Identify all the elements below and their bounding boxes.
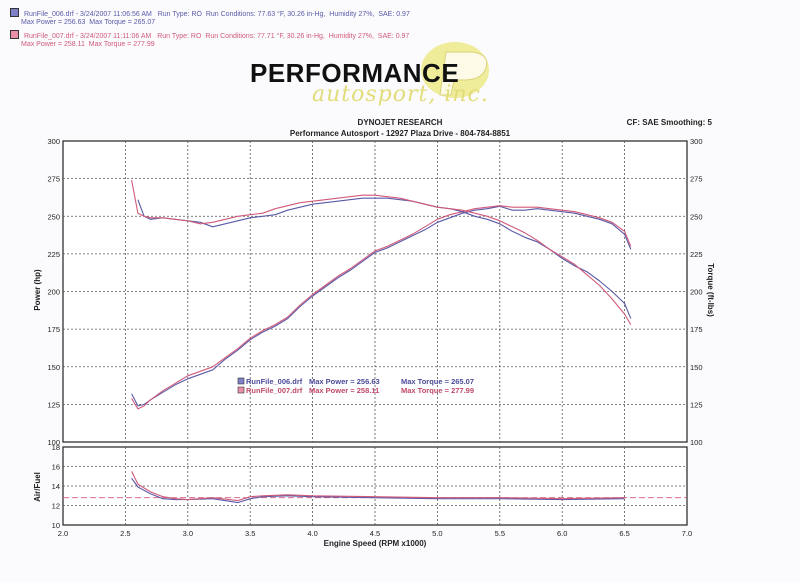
- x-tick-label: 3.5: [245, 529, 255, 538]
- torque-axis-label: Torque (ft-lbs): [706, 263, 715, 317]
- torque-tick-label: 150: [690, 363, 703, 372]
- x-tick-label: 6.0: [557, 529, 567, 538]
- series-torque-runfile-007-drf: [131, 179, 632, 325]
- x-tick-label: 3.0: [183, 529, 193, 538]
- power-tick-label: 200: [47, 288, 60, 297]
- run-1-humidity: Humidity 27%,: [329, 11, 375, 18]
- legend-swatch-run-007: [237, 386, 245, 394]
- x-tick-label: 5.5: [495, 529, 505, 538]
- power-axis-label: Power (hp): [33, 269, 42, 311]
- legend-swatch-run-006: [237, 377, 245, 385]
- run-2-swatch: [10, 30, 19, 39]
- power-tick-label: 275: [47, 175, 60, 184]
- legend-power-run-006: Max Power = 256.63: [309, 377, 380, 386]
- performance-autosport-logo: PERFORMANCE autosport, inc.: [250, 40, 510, 110]
- x-tick-label: 4.5: [370, 529, 380, 538]
- run-2-humidity: Humidity 27%,: [328, 33, 374, 40]
- air-fuel-tick-label: 12: [52, 502, 60, 511]
- main-plot-grid: [62, 140, 688, 443]
- air-fuel-tick-label: 16: [52, 463, 60, 472]
- run-1-max-torque: Max Torque = 265.07: [89, 19, 156, 26]
- torque-tick-label: 300: [690, 137, 703, 146]
- logo-tagline: autosport, inc.: [312, 82, 489, 107]
- power-tick-label: 100: [47, 438, 60, 447]
- power-tick-label: 125: [47, 400, 60, 409]
- run-2-date: 3/24/2007 11:11:06 AM: [80, 33, 152, 40]
- x-tick-label: 2.5: [120, 529, 130, 538]
- run-2-sae: SAE: 0.97: [377, 33, 410, 40]
- run-2-file: RunFile_007.drf: [23, 33, 74, 40]
- air-fuel-series-runfile-006-drf: [131, 477, 625, 504]
- run-1-swatch: [10, 8, 19, 17]
- x-axis-ticks: 2.0 2.5 3.0 3.5 4.0 4.5 5.0 5.5 6.0 6.5 7.0: [58, 529, 692, 538]
- run-2-conditions: Run Conditions: 77.71 °F, 30.26 in-Hg,: [205, 33, 325, 40]
- run-1-type: Run Type: RO: [157, 11, 202, 18]
- chart-legend: RunFile_006.drf Max Power = 256.63 Max T…: [237, 377, 474, 395]
- run-1-max-power: Max Power = 256.63: [21, 19, 86, 26]
- legend-torque-run-006: Max Torque = 265.07: [401, 377, 474, 386]
- torque-tick-label: 200: [690, 288, 703, 297]
- air-fuel-series-runfile-007-drf: [131, 471, 625, 502]
- run-header-1: RunFile_006.drf - 3/24/2007 11:06:56 AM …: [10, 8, 410, 27]
- legend-file-run-006: RunFile_006.drf: [246, 377, 303, 386]
- air-fuel-grid: [62, 446, 688, 526]
- torque-tick-label: 125: [690, 400, 703, 409]
- power-tick-label: 300: [47, 137, 60, 146]
- air-fuel-tick-label: 14: [52, 482, 60, 491]
- torque-tick-label: 175: [690, 325, 703, 334]
- legend-power-run-007: Max Power = 258.11: [309, 386, 379, 395]
- main-plot-lines: [131, 179, 632, 410]
- torque-tick-label: 225: [690, 250, 703, 259]
- torque-tick-label: 100: [690, 438, 703, 447]
- power-tick-label: 175: [47, 325, 60, 334]
- air-fuel-ticks: 10 12 14 16 18: [52, 443, 60, 530]
- run-2-type: Run Type: RO: [157, 33, 202, 40]
- shop-address: Performance Autosport - 12927 Plaza Driv…: [289, 129, 511, 138]
- power-tick-label: 150: [47, 363, 60, 372]
- series-power-runfile-007-drf: [131, 205, 632, 410]
- torque-tick-label: 250: [690, 212, 703, 221]
- air-fuel-tick-label: 10: [52, 521, 60, 530]
- x-tick-label: 2.0: [58, 529, 68, 538]
- run-1-conditions: Run Conditions: 77.63 °F, 30.26 in-Hg,: [205, 11, 326, 18]
- torque-tick-label: 275: [690, 175, 703, 184]
- air-fuel-axis-label: Air/Fuel: [33, 472, 42, 502]
- x-tick-label: 4.0: [307, 529, 317, 538]
- correction-smoothing-label: CF: SAE Smoothing: 5: [626, 118, 712, 127]
- dyno-vendor-title: DYNOJET RESEARCH: [357, 118, 443, 127]
- run-1-date: 3/24/2007 11:06:56 AM: [80, 11, 152, 18]
- air-fuel-tick-label: 18: [52, 443, 60, 452]
- run-2-max-power: Max Power = 258.11: [21, 41, 85, 48]
- x-axis-label: Engine Speed (RPM x1000): [324, 539, 427, 548]
- logo-p-emblem-icon: [421, 42, 489, 98]
- x-tick-label: 6.5: [619, 529, 629, 538]
- air-fuel-lines: [131, 471, 625, 504]
- x-tick-label: 5.0: [432, 529, 442, 538]
- legend-file-run-007: RunFile_007.drf: [246, 386, 303, 395]
- run-2-max-torque: Max Torque = 277.99: [88, 41, 155, 48]
- power-tick-label: 225: [47, 250, 60, 259]
- run-1-sae: SAE: 0.97: [378, 11, 410, 18]
- legend-torque-run-007: Max Torque = 277.99: [401, 386, 474, 395]
- series-power-runfile-006-drf: [131, 205, 632, 407]
- logo-wordmark: PERFORMANCE: [250, 58, 460, 88]
- run-header-2: RunFile_007.drf - 3/24/2007 11:11:06 AM …: [10, 30, 409, 49]
- power-tick-label: 250: [47, 212, 60, 221]
- run-1-file: RunFile_006.drf: [23, 11, 74, 18]
- x-tick-label: 7.0: [682, 529, 692, 538]
- main-plot-ticks: 100 100 125 125 150 150 175 175 200 200 225 225 250 2…: [47, 137, 702, 447]
